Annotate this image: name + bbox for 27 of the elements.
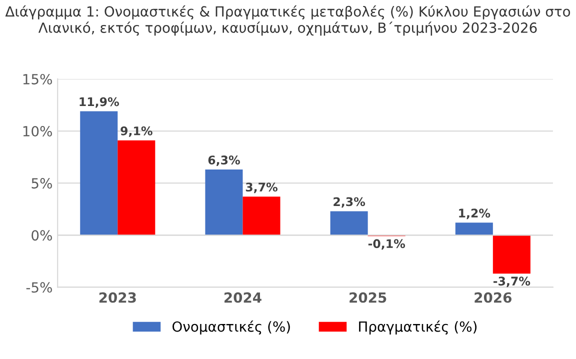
legend-label: Πραγματικές (%) — [359, 320, 477, 335]
data-label: 9,1% — [120, 126, 152, 137]
y-tick-label: -5% — [26, 282, 52, 293]
bar — [242, 196, 280, 236]
y-tick-label: 5% — [32, 178, 52, 189]
bar — [118, 140, 156, 236]
bar — [205, 170, 243, 236]
bar — [80, 111, 118, 236]
y-tick-label: 10% — [23, 126, 52, 137]
data-label: 1,2% — [459, 208, 490, 220]
x-tick-label: 2026 — [474, 292, 512, 303]
data-label: 6,3% — [208, 156, 240, 166]
x-tick-label: 2024 — [224, 292, 262, 303]
data-label: -0,1% — [368, 239, 406, 250]
bar — [455, 222, 493, 236]
data-label: -3,7% — [494, 276, 530, 288]
data-label: 3,7% — [246, 182, 278, 194]
bar — [492, 235, 530, 274]
data-label: 11,9% — [80, 97, 119, 108]
legend-label: Ονομαστικές (%) — [172, 320, 290, 335]
x-tick-label: 2025 — [350, 292, 386, 303]
bar — [330, 211, 368, 236]
x-tick-label: 2023 — [99, 292, 136, 303]
chart-title: Διάγραμμα 1: Ονομαστικές & Πραγματικές μεταβολές (%) Κύκλου Εργασιών στο Λιανικό, εκτός τροφίμων, καυσίμων, οχημάτων, Β΄τριμήνου 2023-2026 — [5, 5, 570, 36]
y-tick-label: 0% — [32, 230, 52, 241]
data-label: 2,3% — [334, 197, 366, 208]
y-tick-label: 15% — [23, 74, 52, 84]
